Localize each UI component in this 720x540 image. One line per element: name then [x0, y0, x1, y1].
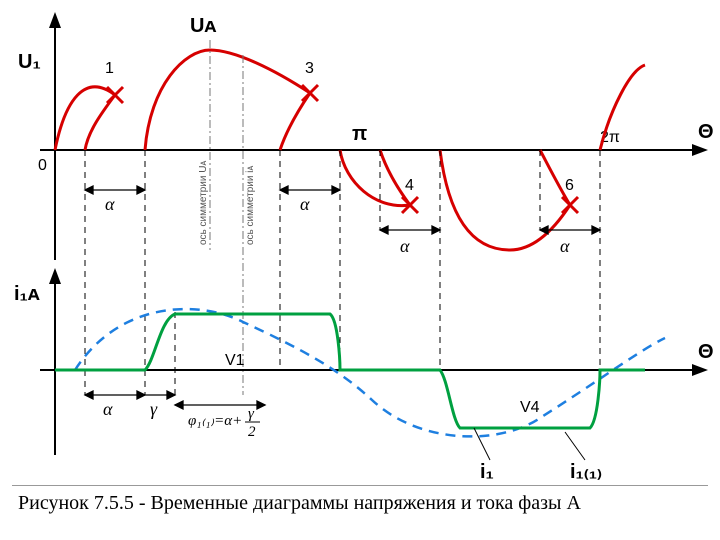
alpha-label-1: α: [300, 194, 310, 214]
i1-label: i₁: [480, 461, 494, 483]
phi-text: φ₁₍₁₎=α+: [188, 413, 242, 429]
upper-y-axis: U₁: [18, 12, 61, 260]
phi-frac-bot: 2: [248, 424, 256, 440]
lower-y-axis: i₁ᴀ: [14, 268, 61, 455]
cross-6: [562, 197, 578, 213]
i11-label: i₁₍₁₎: [570, 461, 602, 483]
v4-label: V4: [520, 399, 540, 416]
vertical-guides: [85, 150, 600, 395]
current-legend: i₁ i₁₍₁₎: [474, 428, 602, 483]
upper-pi-label: π: [352, 123, 367, 145]
alpha-label-3: α: [560, 236, 570, 256]
ua-curve-label: Uᴀ: [190, 15, 216, 37]
i1a-axis-label: i₁ᴀ: [14, 283, 40, 305]
lower-gamma-label: γ: [150, 399, 158, 419]
v1-label: V1: [225, 352, 245, 369]
alpha-label-0: α: [105, 194, 115, 214]
alpha-dimensions-upper: [85, 186, 600, 234]
alpha-label-2: α: [400, 236, 410, 256]
phi-formula: φ₁₍₁₎=α+ γ 2: [188, 406, 260, 440]
timing-diagram: U₁ 0 π 2π Θ Uᴀ 1 3 4 6 ось симме: [0, 0, 720, 485]
upper-x-axis: 0 π 2π Θ: [38, 121, 714, 174]
cross-num-3: 3: [305, 60, 314, 77]
figure-caption: Рисунок 7.5.5 - Временные диаграммы напр…: [0, 486, 720, 515]
upper-zero-label: 0: [38, 157, 47, 174]
cross-num-1: 1: [105, 60, 114, 77]
sym-ia-text: ось симметрии iᴀ: [245, 166, 256, 245]
phi-frac-top: γ: [248, 406, 255, 422]
upper-theta-label: Θ: [698, 121, 714, 143]
cross-3: [302, 85, 318, 101]
u1-axis-label: U₁: [18, 51, 41, 73]
cross-1: [107, 87, 123, 103]
lower-alpha-label: α: [103, 399, 113, 419]
lower-theta-label: Θ: [698, 341, 714, 363]
symmetry-axes: [210, 40, 243, 395]
cross-num-6: 6: [565, 177, 574, 194]
cross-num-4: 4: [405, 177, 414, 194]
sym-ua-text: ось симметрии Uᴀ: [198, 161, 209, 245]
